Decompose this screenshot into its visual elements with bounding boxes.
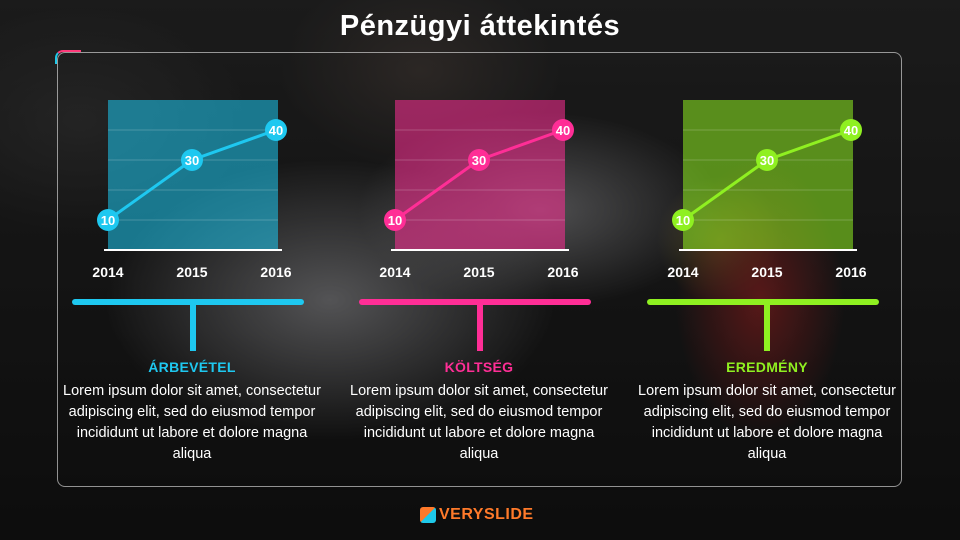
data-label: 40 bbox=[556, 123, 570, 138]
panel-label-koltseg: KÖLTSÉG bbox=[444, 359, 514, 375]
logo-text: VERYSLIDE bbox=[439, 506, 534, 523]
panel-connector bbox=[477, 303, 483, 351]
page-title: Pénzügyi áttekintés bbox=[339, 10, 621, 42]
panel-connector bbox=[764, 303, 770, 351]
data-point bbox=[756, 149, 778, 171]
data-label: 10 bbox=[101, 213, 115, 228]
data-label: 40 bbox=[269, 123, 283, 138]
x-tick-label: 2015 bbox=[176, 264, 208, 280]
data-point bbox=[384, 209, 406, 231]
data-label: 30 bbox=[185, 153, 199, 168]
x-tick-label: 2015 bbox=[463, 264, 495, 280]
x-tick-label: 2016 bbox=[835, 264, 867, 280]
data-point bbox=[672, 209, 694, 231]
panel-label-eredmeny: EREDMÉNY bbox=[726, 359, 808, 375]
x-tick-label: 2014 bbox=[379, 264, 411, 280]
panel-divider-bar bbox=[647, 299, 879, 305]
x-tick-label: 2016 bbox=[260, 264, 292, 280]
line-chart-svg: 10 30 40 bbox=[384, 100, 574, 251]
data-point bbox=[97, 209, 119, 231]
plot-area bbox=[108, 100, 278, 250]
chart-eredmeny: 10 30 40 2014 2015 2016 bbox=[665, 98, 905, 288]
x-tick-label: 2016 bbox=[547, 264, 579, 280]
line-chart-svg: 10 30 40 bbox=[672, 100, 862, 251]
data-label: 10 bbox=[388, 213, 402, 228]
data-point bbox=[840, 119, 862, 141]
panel-description: Lorem ipsum dolor sit amet, consectetur … bbox=[638, 383, 896, 462]
plot-area bbox=[395, 100, 565, 250]
panel-divider-bar bbox=[72, 299, 304, 305]
data-label: 30 bbox=[760, 153, 774, 168]
chart-arbevetel: 10 30 40 2014 2015 2016 bbox=[90, 98, 330, 288]
frame-corner-accent bbox=[55, 50, 81, 64]
x-tick-label: 2015 bbox=[751, 264, 783, 280]
data-point bbox=[265, 119, 287, 141]
x-tick-label: 2014 bbox=[667, 264, 699, 280]
data-label: 10 bbox=[676, 213, 690, 228]
data-point bbox=[552, 119, 574, 141]
brand-logo: VERYSLIDE bbox=[420, 503, 534, 527]
panel-description: Lorem ipsum dolor sit amet, consectetur … bbox=[350, 383, 608, 462]
data-point bbox=[181, 149, 203, 171]
chart-koltseg: 10 30 40 2014 2015 2016 bbox=[377, 98, 617, 288]
panel-label-arbevetel: ÁRBEVÉTEL bbox=[148, 359, 236, 375]
data-label: 40 bbox=[844, 123, 858, 138]
veryslide-logo-icon bbox=[420, 507, 436, 523]
data-point bbox=[468, 149, 490, 171]
panel-description: Lorem ipsum dolor sit amet, consectetur … bbox=[63, 383, 321, 462]
plot-area bbox=[683, 100, 853, 250]
panel-divider-bar bbox=[359, 299, 591, 305]
content-frame bbox=[57, 52, 902, 487]
line-chart-svg: 10 30 40 bbox=[97, 100, 287, 251]
panel-connector bbox=[190, 303, 196, 351]
x-tick-label: 2014 bbox=[92, 264, 124, 280]
data-label: 30 bbox=[472, 153, 486, 168]
